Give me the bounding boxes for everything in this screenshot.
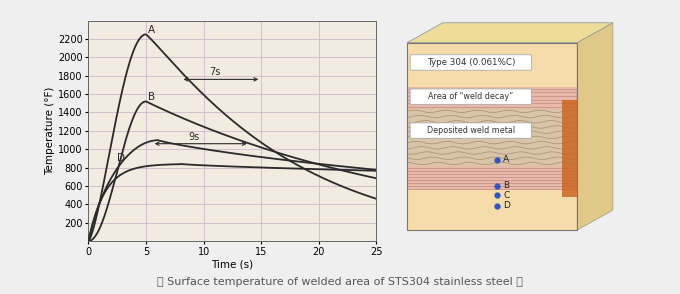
- Polygon shape: [407, 166, 577, 191]
- Text: D: D: [117, 153, 125, 163]
- Polygon shape: [562, 100, 577, 197]
- Text: 9s: 9s: [189, 133, 200, 143]
- Polygon shape: [577, 23, 613, 230]
- FancyBboxPatch shape: [410, 123, 531, 138]
- Text: 7s: 7s: [209, 67, 221, 77]
- Text: A: A: [148, 24, 155, 34]
- Text: C: C: [503, 191, 509, 200]
- Text: D: D: [503, 201, 510, 210]
- FancyBboxPatch shape: [410, 89, 531, 104]
- Polygon shape: [407, 87, 577, 109]
- Text: Area of “weld decay”: Area of “weld decay”: [428, 92, 513, 101]
- X-axis label: Time (s): Time (s): [211, 259, 254, 269]
- Text: Deposited weld metal: Deposited weld metal: [427, 126, 515, 135]
- Polygon shape: [407, 191, 577, 230]
- Text: A: A: [503, 156, 509, 164]
- Polygon shape: [407, 43, 577, 87]
- Text: Type 304 (0.061%C): Type 304 (0.061%C): [426, 58, 515, 67]
- Polygon shape: [407, 109, 577, 166]
- Text: （ Surface temperature of welded area of STS304 stainless steel ）: （ Surface temperature of welded area of …: [157, 277, 523, 287]
- Polygon shape: [407, 23, 613, 43]
- Y-axis label: Temperature (°F): Temperature (°F): [46, 87, 55, 175]
- FancyBboxPatch shape: [410, 55, 531, 70]
- Text: B: B: [148, 92, 155, 102]
- Text: B: B: [503, 181, 509, 191]
